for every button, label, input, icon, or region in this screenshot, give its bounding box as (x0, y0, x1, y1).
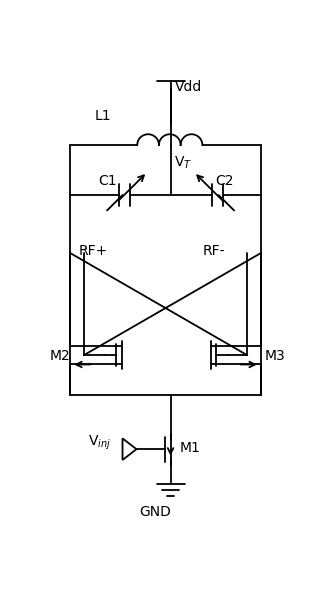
Text: RF+: RF+ (79, 244, 109, 258)
Text: C1: C1 (99, 174, 117, 187)
Text: GND: GND (139, 506, 171, 519)
Text: M2: M2 (50, 349, 70, 363)
Text: M3: M3 (264, 349, 285, 363)
Text: L1: L1 (95, 110, 111, 123)
Text: C2: C2 (215, 174, 233, 187)
Text: V$_T$: V$_T$ (174, 155, 193, 171)
Text: Vdd: Vdd (174, 80, 202, 93)
Text: M1: M1 (180, 441, 201, 455)
Text: RF-: RF- (203, 244, 226, 258)
Text: V$_{inj}$: V$_{inj}$ (88, 434, 111, 452)
